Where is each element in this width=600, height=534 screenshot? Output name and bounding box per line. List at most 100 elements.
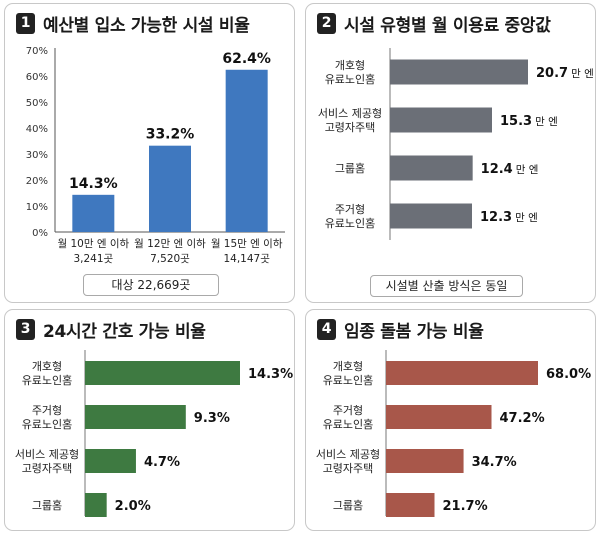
category-label: 유료노인홈 <box>323 417 374 431</box>
bar-value-label: 20.7 만 엔 <box>536 66 594 81</box>
panel-monthly-fee: 2 시설 유형별 월 이용료 중앙값 개호형 유료노인홈 20.7 만 엔 서비스 제공… <box>305 3 596 303</box>
bar-value-label: 4.7% <box>144 455 180 470</box>
category-label: 서비스 제공형 <box>15 448 79 461</box>
x-tick-label: 14,147곳 <box>223 253 270 265</box>
bar-value-number: 68.0% <box>546 367 591 382</box>
x-tick-label: 월 10만 엔 이하 <box>57 237 129 250</box>
bar <box>390 59 528 85</box>
budget-bar-chart: 0% 10% 20% 30% 40% 50% 60% 70% 14.3% 월 10만 엔 이하 3,… <box>26 46 285 265</box>
panel-title: 3 24시간 간호 가능 비율 <box>16 317 206 342</box>
bar-value-label: 14.3% <box>248 367 293 382</box>
bar-value-number: 47.2% <box>500 411 545 426</box>
bar-value-number: 12.4 <box>481 162 513 177</box>
category-label: 그룹홈 <box>333 498 363 512</box>
y-tick-label: 40% <box>26 124 48 135</box>
panel-title-text: 24시간 간호 가능 비율 <box>43 322 206 342</box>
bar <box>85 361 240 385</box>
category-label: 그룹홈 <box>32 498 62 512</box>
category-label: 유료노인홈 <box>323 373 374 387</box>
panel-title: 1 예산별 입소 가능한 시설 비율 <box>16 11 250 36</box>
bar-value-number: 15.3 <box>500 114 532 129</box>
bar-value-number: 20.7 <box>536 66 568 81</box>
panel-number-badge: 1 <box>16 13 35 34</box>
category-label: 고령자주택 <box>325 121 376 134</box>
bar-value-number: 9.3% <box>194 411 230 426</box>
sample-size-note: 대상 22,669곳 <box>83 274 219 296</box>
category-label: 서비스 제공형 <box>318 107 382 120</box>
bar-value-label: 21.7% <box>443 499 488 514</box>
bar-value-label: 62.4% <box>222 51 271 67</box>
panel-budget-ratio: 1 예산별 입소 가능한 시설 비율 0% 10% 20% 30% 40% 50% 60% 7… <box>4 3 295 303</box>
bar-value-number: 34.7% <box>472 455 517 470</box>
bar-value-label: 34.7% <box>472 455 517 470</box>
category-label: 유료노인홈 <box>22 417 73 431</box>
category-label: 개호형 <box>333 360 363 373</box>
bar <box>225 69 268 232</box>
bar-value-label: 47.2% <box>500 411 545 426</box>
bar <box>149 145 191 232</box>
panel-number-badge: 4 <box>317 319 336 340</box>
category-label: 개호형 <box>32 360 62 373</box>
bar-value-label: 15.3 만 엔 <box>500 114 558 129</box>
bar <box>72 194 115 232</box>
panel-title: 2 시설 유형별 월 이용료 중앙값 <box>317 11 551 36</box>
category-label: 주거형 <box>335 203 365 216</box>
category-label: 유료노인홈 <box>325 216 376 230</box>
bar-value-label: 68.0% <box>546 367 591 382</box>
y-tick-label: 50% <box>26 98 48 109</box>
y-tick-label: 0% <box>32 228 48 239</box>
y-tick-label: 30% <box>26 150 48 161</box>
method-note: 시설별 산출 방식은 동일 <box>370 275 523 297</box>
y-tick-label: 60% <box>26 72 48 83</box>
panel-title-text: 예산별 입소 가능한 시설 비율 <box>43 16 250 36</box>
panel-number-badge: 3 <box>16 319 35 340</box>
y-tick-label: 70% <box>26 46 48 57</box>
bar <box>85 405 186 429</box>
category-label: 주거형 <box>333 404 363 417</box>
x-tick-label: 월 15만 엔 이하 <box>211 237 283 250</box>
panel-number-badge: 2 <box>317 13 336 34</box>
panel-end-of-life-care: 4 임종 돌봄 가능 비율 개호형 유료노인홈 68.0% 주거형 유료노인홈 47.2%… <box>305 309 596 531</box>
bar-value-label: 9.3% <box>194 411 230 426</box>
category-label: 고령자주택 <box>22 462 73 475</box>
bar <box>386 361 538 385</box>
bar <box>85 449 136 473</box>
panel-title: 4 임종 돌봄 가능 비율 <box>317 317 484 342</box>
y-tick-label: 10% <box>26 202 48 213</box>
category-label: 유료노인홈 <box>22 373 73 387</box>
bar <box>390 203 472 229</box>
bar-value-label: 14.3% <box>69 176 118 192</box>
bar-value-number: 4.7% <box>144 455 180 470</box>
panel-title-text: 시설 유형별 월 이용료 중앙값 <box>344 16 551 36</box>
bar <box>390 155 473 181</box>
bar-value-number: 21.7% <box>443 499 488 514</box>
x-tick-label: 3,241곳 <box>73 253 113 265</box>
bar-value-unit: 만 엔 <box>571 68 594 80</box>
bar-value-number: 2.0% <box>115 499 151 514</box>
panel-24h-nursing: 3 24시간 간호 가능 비율 개호형 유료노인홈 14.3% 주거형 유료노인홈 9.3… <box>4 309 295 531</box>
bar-value-unit: 만 엔 <box>516 164 539 176</box>
panel-title-text: 임종 돌봄 가능 비율 <box>344 322 484 342</box>
bar <box>386 405 492 429</box>
category-label: 주거형 <box>32 404 62 417</box>
bar <box>386 449 464 473</box>
bar-value-number: 14.3% <box>248 367 293 382</box>
bar <box>85 493 107 517</box>
category-label: 고령자주택 <box>323 462 374 475</box>
y-tick-label: 20% <box>26 176 48 187</box>
category-label: 그룹홈 <box>335 161 365 175</box>
bar <box>390 107 492 133</box>
bar-value-label: 12.4 만 엔 <box>481 162 539 177</box>
category-label: 개호형 <box>335 59 365 72</box>
category-label: 유료노인홈 <box>325 72 376 86</box>
x-tick-label: 월 12만 엔 이하 <box>134 237 206 250</box>
bar-value-number: 12.3 <box>480 210 512 225</box>
bar <box>386 493 435 517</box>
bar-value-unit: 만 엔 <box>515 212 538 224</box>
category-label: 서비스 제공형 <box>316 448 380 461</box>
bar-value-label: 33.2% <box>146 127 195 143</box>
x-tick-label: 7,520곳 <box>150 253 190 265</box>
